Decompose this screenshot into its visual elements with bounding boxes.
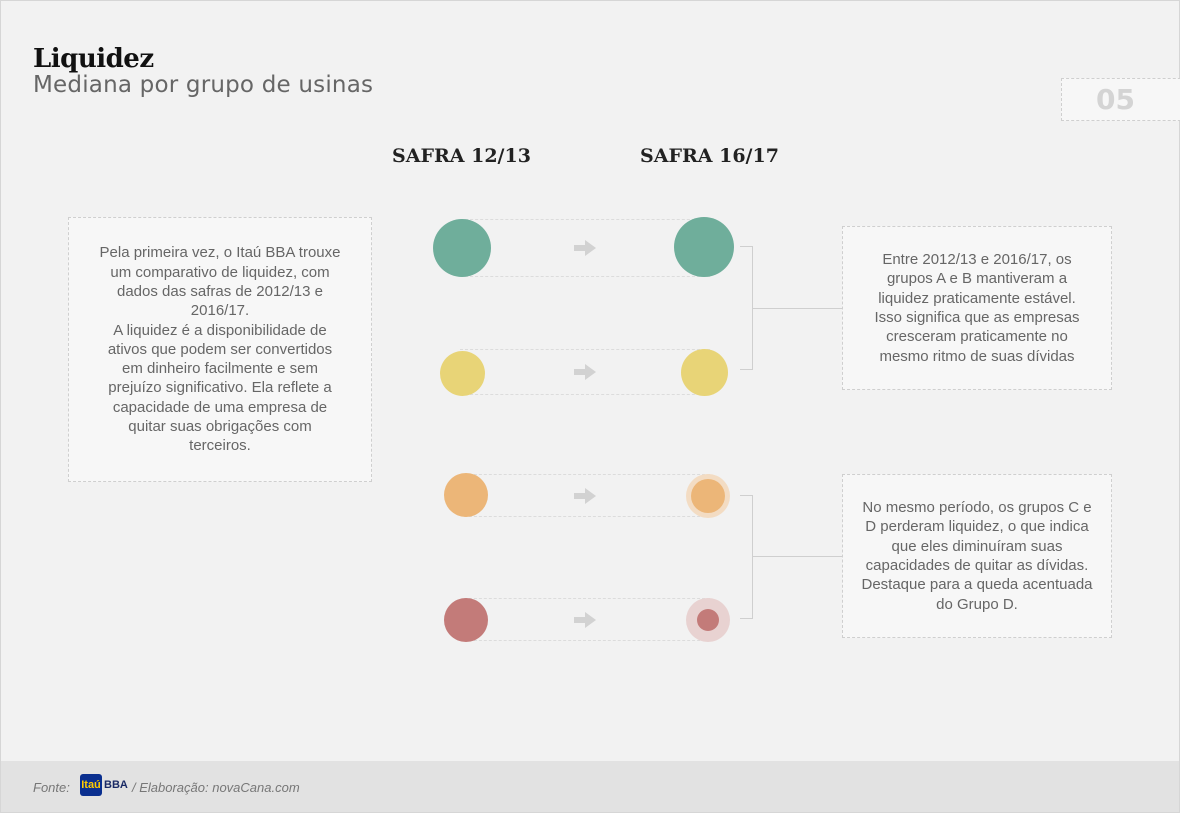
itau-logo-mark: Itaú (80, 774, 102, 796)
footer-source-label: Fonte: (33, 780, 70, 795)
page-title: Liquidez (33, 44, 154, 74)
lane-group-d (464, 598, 710, 641)
note-cd-text: No mesmo período, os grupos C e D perder… (861, 499, 1093, 613)
arrow-right-icon (574, 240, 596, 256)
circle-group-c-1213 (444, 473, 488, 517)
arrow-right-icon (574, 364, 596, 380)
intro-box: Pela primeira vez, o Itaú BBA trouxe um … (68, 217, 372, 482)
arrow-right-icon (574, 488, 596, 504)
intro-paragraph-2: A liquidez é a disponibilidade de ativos… (107, 321, 333, 455)
circle-group-b-1617 (681, 349, 728, 396)
intro-paragraph-1: Pela primeira vez, o Itaú BBA trouxe um … (99, 244, 341, 320)
column-header-safra-1213: SAFRA 12/13 (392, 145, 531, 167)
column-header-safra-1617: SAFRA 16/17 (640, 145, 779, 167)
connector-groups-cd (753, 556, 843, 557)
circle-group-d-1213 (444, 598, 488, 642)
bracket-groups-ab (740, 246, 753, 370)
page-number: 05 (1061, 78, 1180, 121)
note-ab-text: Entre 2012/13 e 2016/17, os grupos A e B… (874, 251, 1080, 365)
circle-group-c-1617 (691, 479, 725, 513)
itau-bba-logo: Itaú BBA (80, 774, 128, 796)
note-groups-ab: Entre 2012/13 e 2016/17, os grupos A e B… (842, 226, 1112, 390)
footer-bar (1, 761, 1179, 812)
circle-group-a-1617 (674, 217, 734, 277)
page-subtitle: Mediana por grupo de usinas (33, 72, 374, 98)
circle-group-a-1213 (433, 219, 491, 277)
connector-groups-ab (753, 308, 843, 309)
circle-group-d-1617 (697, 609, 719, 631)
bba-logo-text: BBA (104, 779, 128, 791)
lane-group-c (464, 474, 710, 517)
lane-group-a (460, 219, 710, 277)
arrow-right-icon (574, 612, 596, 628)
circle-group-b-1213 (440, 351, 485, 396)
bracket-groups-cd (740, 495, 753, 619)
lane-group-b (460, 349, 710, 395)
footer-credit: / Elaboração: novaCana.com (132, 780, 300, 795)
note-groups-cd: No mesmo período, os grupos C e D perder… (842, 474, 1112, 638)
